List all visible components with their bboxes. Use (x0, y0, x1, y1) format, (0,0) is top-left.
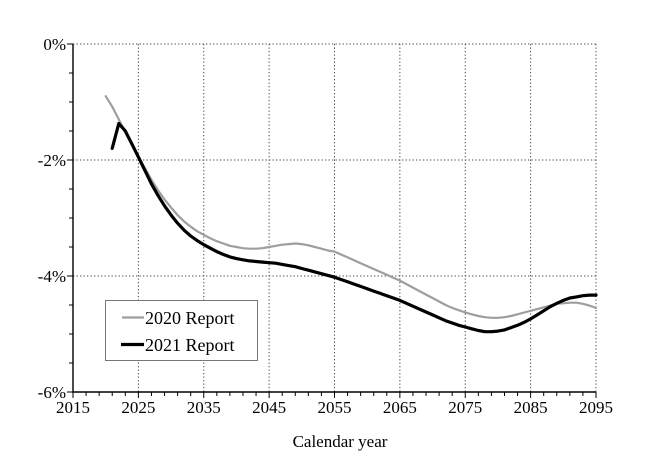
y-tick-label: -6% (38, 383, 66, 402)
x-tick-label: 2035 (187, 398, 221, 417)
y-tick-label: 0% (43, 35, 66, 54)
legend-box (105, 300, 258, 361)
x-tick-label: 2055 (318, 398, 352, 417)
y-tick-label: -4% (38, 267, 66, 286)
x-tick-label: 2075 (448, 398, 482, 417)
y-tick-label: -2% (38, 151, 66, 170)
x-tick-label: 2065 (383, 398, 417, 417)
x-tick-label: 2095 (579, 398, 613, 417)
series-line-2020-report (104, 95, 598, 319)
tick-label-layer: 2015 2025 2035 2045 2055 2065 2075 2085 2095 0% -2… (38, 35, 613, 417)
legend: 2020 Report 2021 Report (105, 300, 258, 361)
x-tick-label: 2015 (56, 398, 90, 417)
legend-label-2021-report: 2021 Report (145, 335, 235, 355)
x-tick-label: 2025 (121, 398, 155, 417)
x-axis-title: Calendar year (293, 432, 388, 451)
series-line-2021-report (110, 121, 598, 334)
legend-label-2020-report: 2020 Report (145, 308, 235, 328)
x-tick-label: 2085 (514, 398, 548, 417)
series-layer (104, 95, 598, 334)
x-tick-label: 2045 (252, 398, 286, 417)
